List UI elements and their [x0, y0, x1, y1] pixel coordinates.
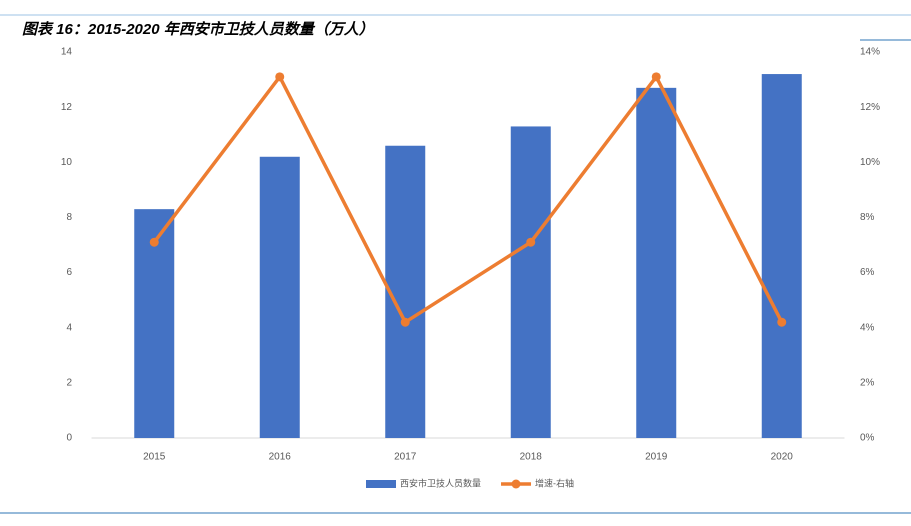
y-tick-label: 4	[66, 322, 72, 333]
line	[152, 75, 784, 324]
marker	[400, 317, 410, 327]
bar	[761, 74, 802, 439]
bar	[510, 126, 551, 438]
legend-label: 西安市卫技人员数量	[400, 477, 481, 488]
marker	[651, 72, 661, 82]
marker	[149, 237, 159, 247]
chart-title: 图表 16：2015-2020 年西安市卫技人员数量（万人）	[22, 20, 374, 38]
y2-tick-label: 4%	[860, 322, 875, 333]
x-tick-label: 2016	[269, 452, 292, 463]
x-tick-label: 2020	[771, 452, 794, 463]
marker	[777, 317, 787, 327]
y2-tick-label: 8%	[860, 212, 875, 223]
y2-tick-label: 10%	[860, 157, 880, 168]
y2-tick-label: 0%	[860, 433, 875, 444]
bar	[636, 87, 677, 438]
y-tick-label: 2	[66, 377, 72, 388]
marker	[275, 72, 285, 82]
y-tick-label: 6	[66, 267, 72, 278]
y-tick-label: 8	[66, 212, 72, 223]
x-tick-label: 2019	[645, 452, 668, 463]
marker	[526, 237, 536, 247]
x-tick-label: 2017	[394, 452, 417, 463]
bar	[134, 209, 175, 438]
bar	[385, 145, 426, 438]
legend-swatch	[366, 480, 396, 488]
y2-tick-label: 2%	[860, 377, 875, 388]
x-tick-label: 2018	[520, 452, 543, 463]
y2-tick-label: 6%	[860, 267, 875, 278]
x-tick-label: 2015	[143, 452, 166, 463]
legend-label: 增速-右轴	[535, 477, 574, 488]
y2-tick-label: 12%	[860, 102, 880, 113]
bar	[259, 156, 300, 438]
y-tick-label: 12	[61, 102, 73, 113]
y2-tick-label: 14%	[860, 47, 880, 58]
y-tick-label: 10	[61, 157, 73, 168]
y-tick-label: 0	[66, 433, 72, 444]
y-tick-label: 14	[61, 47, 73, 58]
legend-swatch	[511, 479, 521, 489]
